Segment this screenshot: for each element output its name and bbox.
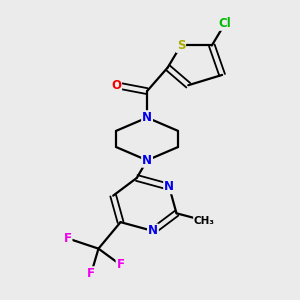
Text: O: O — [111, 79, 121, 92]
Text: F: F — [117, 258, 124, 271]
Text: N: N — [142, 111, 152, 124]
Text: S: S — [177, 39, 185, 52]
Text: N: N — [148, 224, 158, 238]
Text: F: F — [87, 267, 95, 280]
Text: N: N — [164, 180, 174, 193]
Text: F: F — [64, 232, 72, 245]
Text: N: N — [142, 154, 152, 167]
Text: CH₃: CH₃ — [194, 216, 215, 226]
Text: Cl: Cl — [219, 17, 232, 30]
